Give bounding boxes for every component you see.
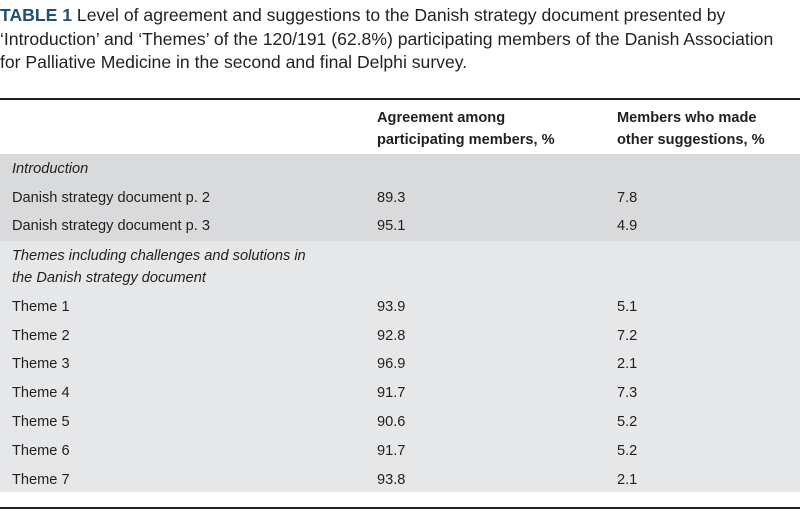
row-suggestions: 7.8 <box>617 190 638 206</box>
row-suggestions: 2.1 <box>617 472 638 488</box>
header-agreement: Agreement among participating members, % <box>377 107 555 151</box>
caption-text: Level of agreement and suggestions to th… <box>0 5 774 72</box>
row-agreement: 90.6 <box>377 414 406 430</box>
row-label: Theme 7 <box>12 472 70 488</box>
row-suggestions: 4.9 <box>617 218 638 234</box>
section-band-themes <box>0 241 800 492</box>
table-header: Agreement among participating members, %… <box>0 100 800 154</box>
row-agreement: 95.1 <box>377 218 406 234</box>
table-caption: TABLE 1 Level of agreement and suggestio… <box>0 4 798 75</box>
table-top-rule <box>0 98 800 100</box>
row-suggestions: 5.2 <box>617 443 638 459</box>
section-band-introduction <box>0 154 800 241</box>
header-agreement-line2: participating members, % <box>377 132 555 148</box>
section-title-line2: the Danish strategy document <box>12 270 206 286</box>
row-label: Theme 4 <box>12 385 70 401</box>
row-suggestions: 2.1 <box>617 356 638 372</box>
table-bottom-rule <box>0 507 800 509</box>
header-agreement-line1: Agreement among <box>377 110 506 126</box>
row-agreement: 93.9 <box>377 299 406 315</box>
row-label: Theme 2 <box>12 328 70 344</box>
row-suggestions: 5.1 <box>617 299 638 315</box>
section-title: Introduction <box>12 161 89 177</box>
row-suggestions: 5.2 <box>617 414 638 430</box>
row-label: Danish strategy document p. 2 <box>12 190 210 206</box>
row-agreement: 93.8 <box>377 472 406 488</box>
row-agreement: 91.7 <box>377 443 406 459</box>
section-title-line1: Themes including challenges and solution… <box>12 248 306 264</box>
table-label: TABLE 1 <box>0 5 73 25</box>
row-agreement: 91.7 <box>377 385 406 401</box>
row-label: Theme 1 <box>12 299 70 315</box>
row-suggestions: 7.2 <box>617 328 638 344</box>
row-label: Theme 5 <box>12 414 70 430</box>
header-suggestions: Members who made other suggestions, % <box>617 107 765 151</box>
table-bottom-gap <box>0 492 800 507</box>
header-suggestions-line2: other suggestions, % <box>617 132 765 148</box>
row-suggestions: 7.3 <box>617 385 638 401</box>
header-suggestions-line1: Members who made <box>617 110 757 126</box>
row-agreement: 92.8 <box>377 328 406 344</box>
row-label: Danish strategy document p. 3 <box>12 218 210 234</box>
row-label: Theme 6 <box>12 443 70 459</box>
row-agreement: 96.9 <box>377 356 406 372</box>
row-agreement: 89.3 <box>377 190 406 206</box>
row-label: Theme 3 <box>12 356 70 372</box>
